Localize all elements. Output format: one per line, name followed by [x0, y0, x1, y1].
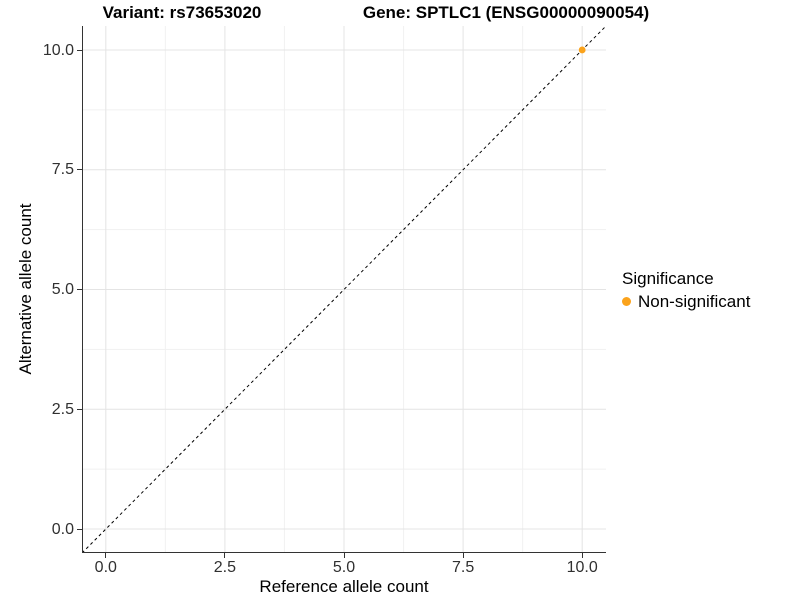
x-tick-label: 2.5 [213, 559, 237, 576]
x-tick-mark [462, 553, 464, 558]
x-tick-label: 10.0 [566, 559, 598, 576]
identity-dashed-line [82, 26, 606, 553]
x-tick-label: 0.0 [94, 559, 117, 576]
x-tick-mark [105, 553, 107, 558]
y-tick-mark [77, 289, 82, 290]
legend-title: Significance [622, 269, 714, 288]
plot-title-variant: Variant: rs73653020 [102, 3, 262, 22]
y-tick-mark [77, 49, 82, 51]
x-tick-mark [343, 553, 345, 558]
legend-item-label: Non-significant [638, 292, 751, 311]
x-axis-title: Reference allele count [259, 577, 429, 596]
y-axis-title: Alternative allele count [16, 203, 35, 375]
scatter-plot-canvas [82, 26, 606, 553]
y-tick-mark [77, 169, 82, 171]
y-tick-label: 5.0 [51, 281, 74, 298]
x-tick-label: 5.0 [332, 559, 356, 576]
x-tick-mark [581, 553, 583, 558]
x-tick-label: 7.5 [451, 559, 475, 576]
y-tick-mark [77, 528, 82, 530]
legend: Significance Non-significant [622, 269, 750, 311]
legend-point-icon [622, 297, 631, 306]
legend-item-non-significant: Non-significant [622, 292, 750, 311]
plot-panel [82, 26, 606, 553]
y-tick-label: 2.5 [51, 400, 74, 418]
x-tick-mark [224, 553, 226, 558]
plot-title-gene: Gene: SPTLC1 (ENSG00000090054) [362, 3, 650, 22]
y-tick-label: 7.5 [51, 161, 74, 179]
y-tick-mark [77, 408, 82, 410]
data-point [578, 46, 586, 54]
y-tick-label: 0.0 [51, 520, 74, 538]
y-tick-label: 10.0 [42, 41, 74, 59]
